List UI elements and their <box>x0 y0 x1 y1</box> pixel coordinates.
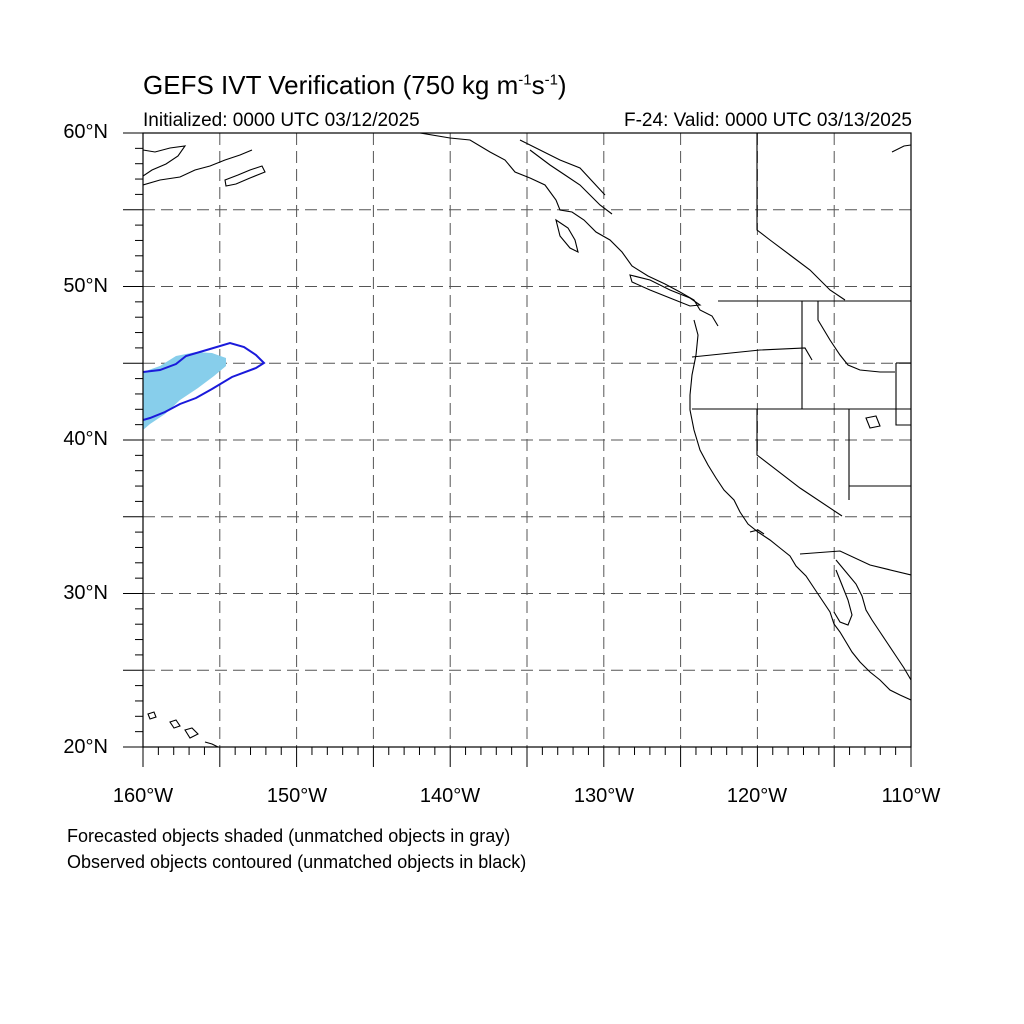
lon-label-110w: 110°W <box>881 785 941 807</box>
lat-label-20: 20°N <box>63 736 108 758</box>
lon-label-120w: 120°W <box>726 785 788 807</box>
init-time-label: Initialized: 0000 UTC 03/12/2025 <box>143 110 420 131</box>
map-title: GEFS IVT Verification (750 kg m-1s-1) <box>143 70 567 100</box>
coastlines-and-borders <box>143 133 911 747</box>
lat-label-50: 50°N <box>63 275 108 297</box>
observed-ivt-contour <box>143 341 266 421</box>
lon-label-130w: 130°W <box>573 785 635 807</box>
forecast-ivt-object <box>143 352 226 430</box>
map-frame <box>142 132 912 748</box>
lon-label-160w: 160°W <box>112 785 174 807</box>
lon-label-140w: 140°W <box>419 785 481 807</box>
observed-legend-note: Observed objects contoured (unmatched ob… <box>67 852 527 872</box>
axis-ticks <box>123 132 912 767</box>
lat-lon-grid <box>143 133 911 747</box>
valid-time-label: F-24: Valid: 0000 UTC 03/13/2025 <box>624 110 912 131</box>
lat-label-40: 40°N <box>63 428 108 450</box>
lon-label-150w: 150°W <box>266 785 328 807</box>
lat-label-60: 60°N <box>63 121 108 143</box>
forecast-legend-note: Forecasted objects shaded (unmatched obj… <box>67 826 511 846</box>
lat-label-30: 30°N <box>63 582 108 604</box>
